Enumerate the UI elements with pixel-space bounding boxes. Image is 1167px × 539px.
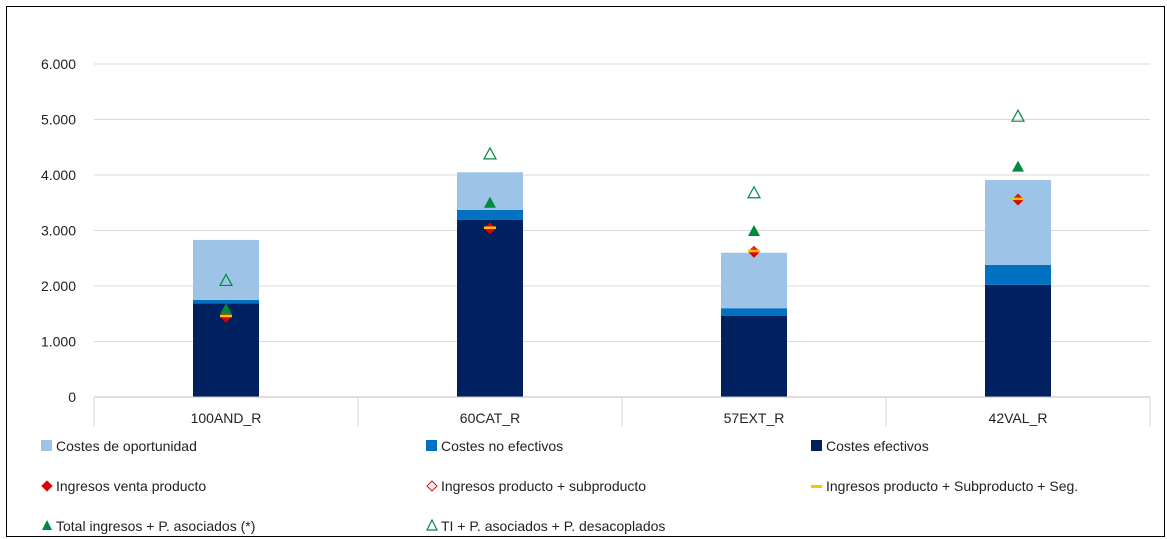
legend-item-costes-efectivos: Costes efectivos — [810, 436, 929, 456]
legend-item-costes-no-efectivos: Costes no efectivos — [425, 436, 563, 456]
bar-segment — [457, 209, 523, 220]
marker-triangle-open — [746, 185, 762, 199]
markers — [218, 108, 1026, 323]
marker-triangle — [748, 225, 760, 237]
bar-segment — [457, 219, 523, 397]
legend-label: Costes efectivos — [826, 438, 929, 454]
legend-item-ingresos-venta: Ingresos venta producto — [40, 476, 206, 496]
marker-triangle-open — [1010, 108, 1026, 122]
bar-segment — [985, 284, 1051, 397]
legend-label: Costes no efectivos — [441, 438, 564, 454]
legend-swatch-dash-icon — [810, 476, 824, 496]
marker-triangle-open — [218, 273, 234, 287]
bar-segment — [985, 179, 1051, 265]
legend-label: Costes de oportunidad — [56, 438, 197, 454]
legend-label: Ingresos producto + Subproducto + Seg. — [826, 478, 1079, 494]
bar-segment — [193, 239, 259, 300]
legend-swatch-box-icon — [425, 436, 439, 456]
x-tick-label: 60CAT_R — [460, 410, 520, 426]
legend-swatch-triangle-icon — [40, 516, 54, 536]
y-axis-ticks: 0 1.000 2.000 3.000 4.000 5.000 6.000 — [41, 56, 76, 405]
legend-label: Ingresos producto + subproducto — [441, 478, 647, 494]
bar-segment — [721, 252, 787, 309]
legend-swatch-triangle-open-icon — [425, 516, 439, 536]
bars — [193, 172, 1051, 397]
bar-segment — [985, 264, 1051, 285]
x-tick-label: 100AND_R — [191, 410, 262, 426]
legend-item-ingresos-subproducto: Ingresos producto + subproducto — [425, 476, 646, 496]
bar-segment — [721, 308, 787, 316]
legend-item-total-ingresos: Total ingresos + P. asociados (*) — [40, 516, 255, 536]
bar-segment — [721, 315, 787, 397]
y-tick-label: 5.000 — [41, 112, 76, 128]
y-tick-label: 4.000 — [41, 167, 76, 183]
legend-item-ingresos-seg: Ingresos producto + Subproducto + Seg. — [810, 476, 1078, 496]
legend-swatch-box-icon — [40, 436, 54, 456]
x-tick-label: 57EXT_R — [724, 410, 785, 426]
x-axis — [93, 396, 1151, 427]
chart-plot: 0 1.000 2.000 3.000 4.000 5.000 6.000 100AND_R… — [41, 56, 1151, 427]
legend-swatch-diamond-icon — [40, 476, 54, 496]
legend-label: Ingresos venta producto — [56, 478, 207, 494]
legend-swatch-diamond-open-icon — [425, 476, 439, 496]
legend-label: TI + P. asociados + P. desacoplados — [441, 518, 666, 534]
marker-triangle — [484, 196, 496, 208]
bar-segment — [193, 299, 259, 304]
marker-triangle-open — [482, 146, 498, 160]
x-axis-ticks: 100AND_R 60CAT_R 57EXT_R 42VAL_R — [191, 410, 1048, 426]
marker-triangle — [220, 303, 232, 315]
legend-item-ti-desacoplados: TI + P. asociados + P. desacoplados — [425, 516, 665, 536]
legend-swatch-box-icon — [810, 436, 824, 456]
x-tick-label: 42VAL_R — [989, 410, 1048, 426]
y-tick-label: 2.000 — [41, 278, 76, 294]
legend-label: Total ingresos + P. asociados (*) — [56, 518, 256, 534]
marker-triangle — [1012, 160, 1024, 172]
legend-item-costes-oportunidad: Costes de oportunidad — [40, 436, 197, 456]
y-tick-label: 0 — [68, 389, 76, 405]
y-tick-label: 3.000 — [41, 223, 76, 239]
y-tick-label: 1.000 — [41, 334, 76, 350]
y-tick-label: 6.000 — [41, 56, 76, 72]
grid-lines — [94, 63, 1150, 342]
